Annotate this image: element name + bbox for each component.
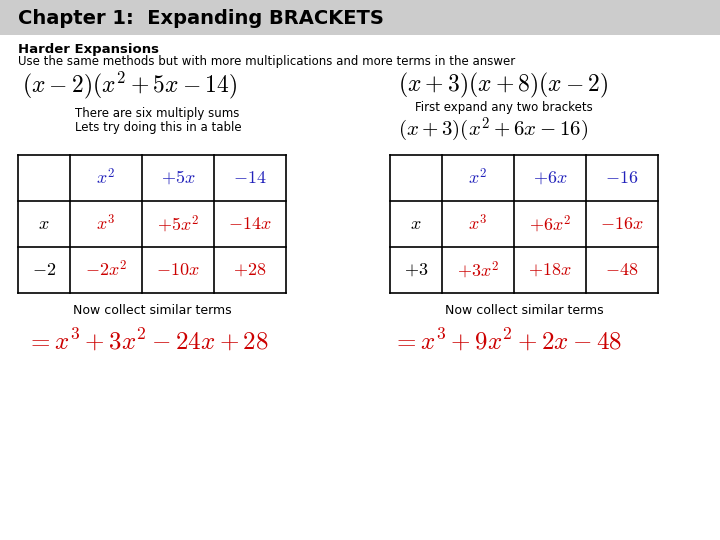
Text: Now collect similar terms: Now collect similar terms: [445, 305, 603, 318]
Text: $= x^3 + 9x^2 + 2x - 48$: $= x^3 + 9x^2 + 2x - 48$: [392, 328, 622, 354]
Text: There are six multiply sums: There are six multiply sums: [75, 106, 239, 119]
Bar: [0, 0, 720, 35]
Text: Use the same methods but with more multiplications and more terms in the answer: Use the same methods but with more multi…: [18, 56, 516, 69]
Text: $-14x$: $-14x$: [228, 215, 271, 233]
Text: $-16x$: $-16x$: [600, 215, 644, 233]
Text: $(x-2)(x^2+5x-14)$: $(x-2)(x^2+5x-14)$: [22, 69, 238, 100]
Text: $+5x$: $+5x$: [161, 169, 195, 187]
Text: Lets try doing this in a table: Lets try doing this in a table: [75, 120, 242, 133]
Text: Chapter 1:  Expanding BRACKETS: Chapter 1: Expanding BRACKETS: [18, 9, 384, 28]
Text: $+3$: $+3$: [404, 261, 428, 279]
Text: $-48$: $-48$: [606, 261, 639, 279]
Text: First expand any two brackets: First expand any two brackets: [415, 102, 593, 114]
Text: $+3x^2$: $+3x^2$: [457, 259, 499, 281]
Text: $x$: $x$: [410, 215, 422, 233]
Text: $x^2$: $x^2$: [96, 168, 116, 188]
Text: $+18x$: $+18x$: [528, 261, 572, 279]
Text: $(x+3)(x^2+6x-16)$: $(x+3)(x^2+6x-16)$: [398, 116, 588, 144]
Text: $-10x$: $-10x$: [156, 261, 199, 279]
Text: $x^2$: $x^2$: [469, 168, 487, 188]
Text: $= x^3 + 3x^2 - 24x + 28$: $= x^3 + 3x^2 - 24x + 28$: [26, 328, 269, 354]
Text: $+5x^2$: $+5x^2$: [157, 213, 199, 234]
Text: $-2x^2$: $-2x^2$: [85, 260, 127, 280]
Text: $x^3$: $x^3$: [96, 214, 116, 234]
Text: $x$: $x$: [38, 215, 50, 233]
Text: $x^3$: $x^3$: [469, 214, 487, 234]
Text: $-14$: $-14$: [233, 169, 267, 187]
Text: $+28$: $+28$: [233, 261, 266, 279]
Text: $+6x$: $+6x$: [533, 169, 567, 187]
Text: $-2$: $-2$: [32, 261, 56, 279]
Text: Now collect similar terms: Now collect similar terms: [73, 305, 231, 318]
Text: $(x+3)(x+8)(x-2)$: $(x+3)(x+8)(x-2)$: [398, 70, 608, 99]
Text: $-16$: $-16$: [606, 169, 639, 187]
Text: Harder Expansions: Harder Expansions: [18, 43, 159, 56]
Text: $+6x^2$: $+6x^2$: [529, 213, 571, 234]
